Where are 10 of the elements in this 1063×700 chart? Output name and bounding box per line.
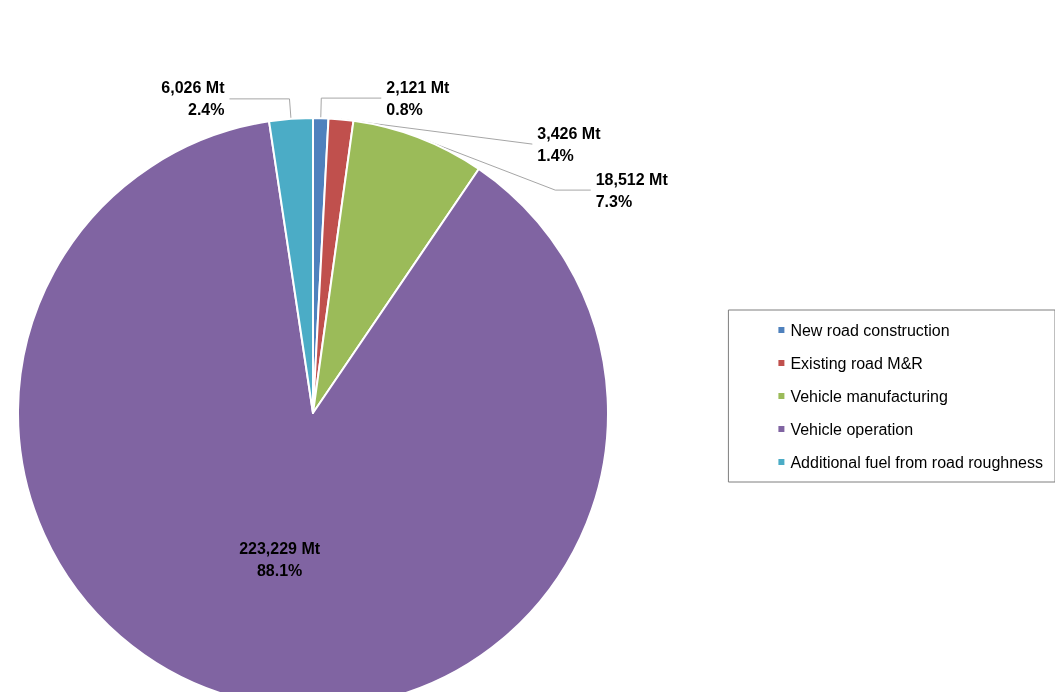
data-label: 3,426 Mt 1.4% xyxy=(537,124,602,164)
legend-label: Additional fuel from road roughness xyxy=(790,453,1043,471)
data-label: 18,512 Mt 7.3% xyxy=(595,170,669,210)
legend-label: Vehicle manufacturing xyxy=(790,387,948,405)
data-label: 6,026 Mt 2.4% xyxy=(161,79,226,119)
data-label: 223,229 Mt 88.1% xyxy=(239,540,321,580)
legend-label: Existing road M&R xyxy=(790,354,923,372)
legend-label: Vehicle operation xyxy=(790,420,914,438)
data-label: 2,121 Mt 0.8% xyxy=(386,78,451,118)
legend-label: New road construction xyxy=(790,321,950,339)
